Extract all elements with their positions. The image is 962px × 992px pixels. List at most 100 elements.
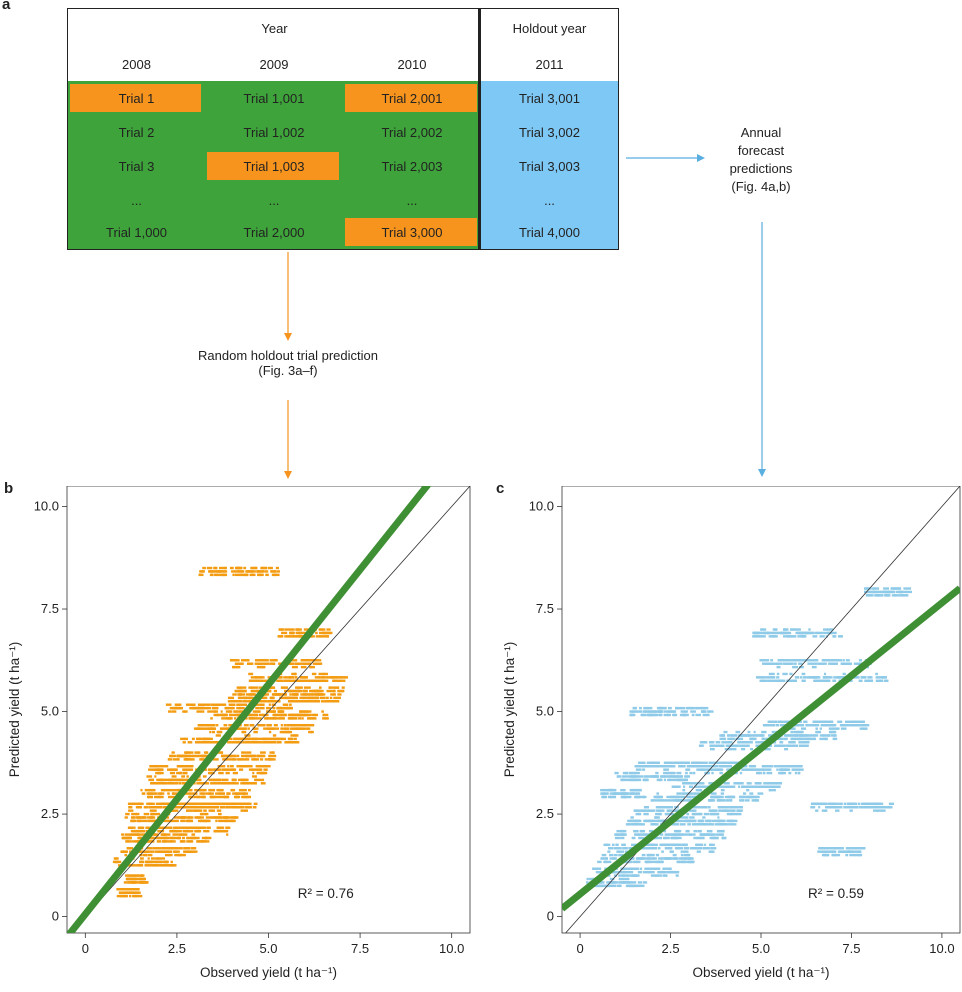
data-point: [856, 662, 861, 665]
data-point: [666, 761, 672, 765]
data-point: [206, 826, 209, 829]
data-point: [295, 628, 300, 631]
data-point: [666, 809, 670, 812]
data-point: [177, 754, 183, 758]
data-point: [631, 778, 636, 782]
data-point: [200, 754, 204, 758]
data-point: [137, 833, 144, 836]
data-point: [723, 765, 727, 768]
data-point: [634, 860, 641, 864]
data-point: [330, 689, 336, 693]
highlight-cell: [345, 84, 477, 112]
data-point: [845, 724, 849, 727]
data-point: [233, 782, 239, 785]
data-point: [169, 754, 173, 758]
data-point: [752, 734, 759, 737]
data-point: [845, 659, 850, 662]
data-point: [649, 867, 654, 870]
data-point: [271, 758, 276, 761]
data-point: [240, 765, 246, 768]
data-point: [870, 679, 873, 682]
data-point: [741, 799, 744, 802]
data-point: [696, 836, 702, 840]
data-point: [192, 850, 198, 853]
data-point: [291, 635, 296, 638]
data-point: [166, 847, 170, 850]
data-point: [650, 874, 653, 877]
data-point: [177, 826, 182, 829]
data-point: [234, 792, 241, 795]
data-point: [332, 679, 337, 682]
data-point: [678, 833, 683, 836]
data-point: [692, 847, 699, 850]
data-point: [263, 693, 269, 696]
data-point: [157, 857, 162, 860]
data-point: [179, 782, 182, 785]
data-point: [761, 730, 767, 734]
data-point: [178, 771, 182, 775]
data-point: [624, 870, 630, 874]
data-point: [207, 710, 213, 713]
data-point: [721, 836, 725, 840]
data-point: [170, 819, 175, 823]
trial-cell: ...: [131, 192, 142, 208]
data-point: [177, 806, 184, 809]
data-point: [777, 737, 782, 741]
data-point: [668, 847, 673, 850]
data-point: [636, 833, 641, 836]
data-point: [838, 676, 844, 679]
data-point: [328, 631, 332, 635]
data-point: [656, 819, 662, 823]
data-point: [262, 679, 267, 682]
data-point: [203, 829, 207, 833]
data-point: [187, 792, 191, 795]
data-point: [210, 782, 213, 785]
data-point: [335, 696, 341, 700]
data-point: [262, 741, 268, 744]
data-point: [725, 799, 728, 802]
data-point: [259, 573, 262, 577]
data-point: [875, 594, 881, 597]
data-point: [142, 819, 148, 823]
data-point: [624, 850, 628, 853]
data-point: [130, 833, 136, 836]
data-point: [641, 765, 645, 768]
data-point: [741, 768, 745, 771]
data-point: [341, 686, 345, 689]
data-point: [174, 853, 180, 857]
data-point: [176, 788, 181, 792]
data-point: [697, 765, 704, 768]
data-point: [655, 867, 661, 870]
data-point: [176, 765, 182, 768]
data-point: [673, 713, 676, 717]
data-point: [212, 806, 217, 809]
data-point: [128, 806, 133, 809]
data-point: [649, 710, 653, 713]
data-point: [859, 727, 864, 730]
data-point: [167, 778, 171, 782]
data-point: [795, 631, 799, 635]
data-point: [224, 706, 229, 710]
data-point: [183, 737, 189, 741]
data-point: [266, 724, 272, 727]
data-point: [638, 836, 645, 840]
data-point: [333, 696, 337, 700]
data-point: [682, 799, 686, 802]
data-point: [283, 676, 287, 679]
data-point: [853, 806, 859, 809]
data-point: [234, 573, 239, 577]
data-point: [202, 795, 206, 799]
data-point: [318, 693, 324, 696]
data-point: [665, 799, 671, 802]
data-point: [617, 775, 621, 778]
data-point: [163, 833, 167, 836]
data-point: [817, 850, 821, 853]
data-point: [256, 771, 262, 775]
data-point: [717, 829, 722, 833]
data-point: [241, 754, 244, 758]
data-point: [244, 788, 247, 792]
data-point: [323, 713, 329, 717]
data-point: [766, 771, 773, 775]
data-point: [864, 679, 871, 682]
data-point: [184, 806, 189, 809]
